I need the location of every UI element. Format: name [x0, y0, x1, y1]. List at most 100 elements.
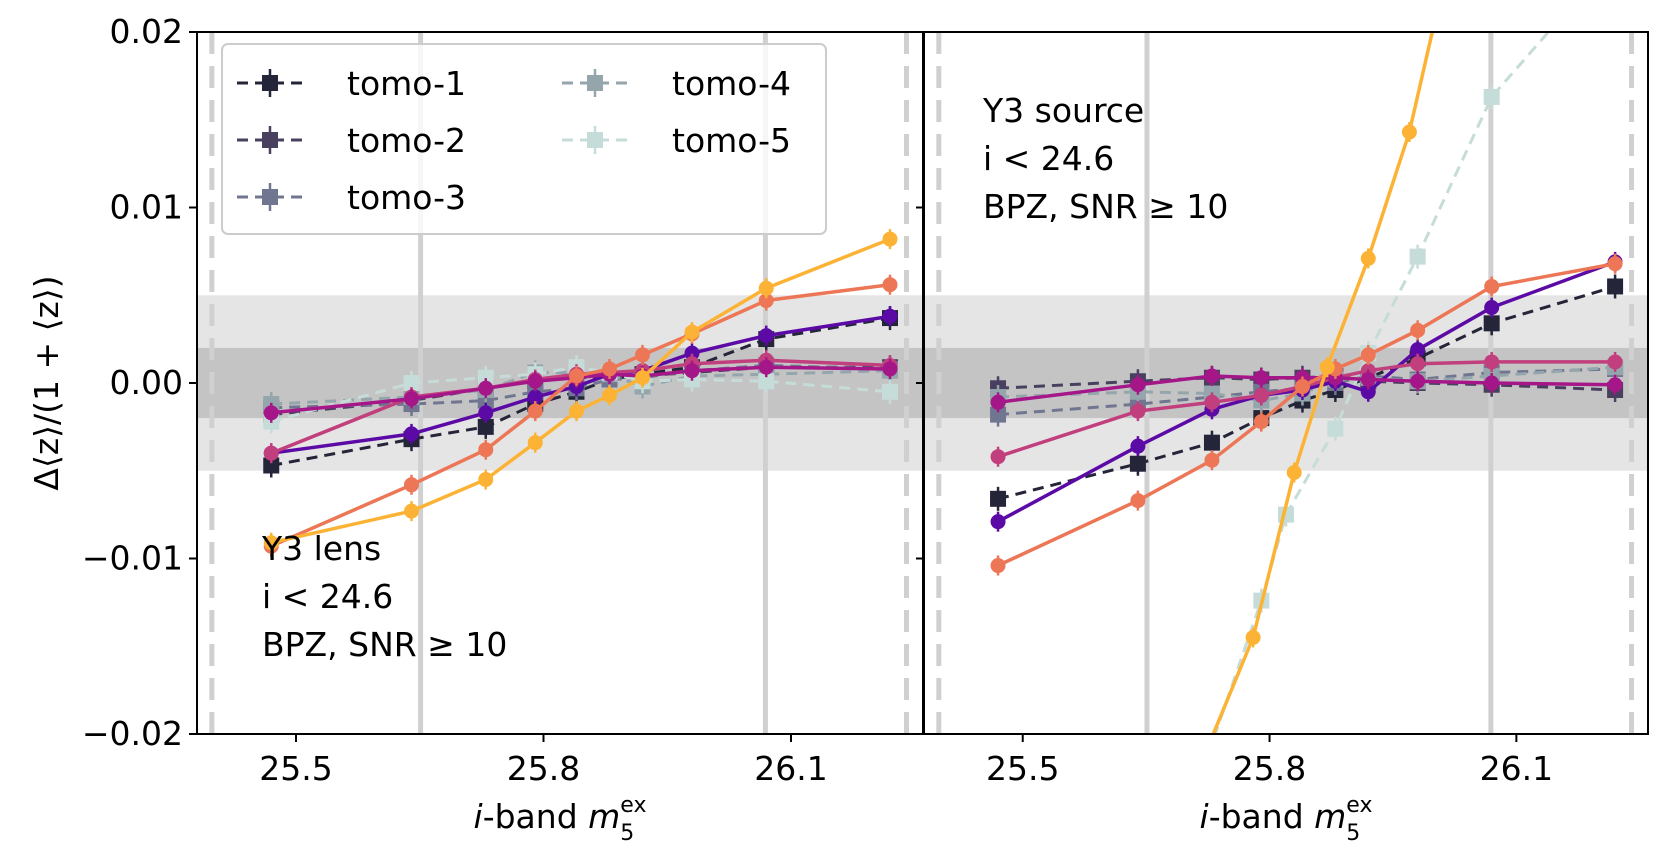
data-point-solid-3 — [1253, 370, 1269, 386]
x-title-prefix: i — [1200, 797, 1209, 836]
source-annotation-line2: i < 24.6 — [983, 139, 1114, 178]
panel-lens-background — [197, 32, 923, 734]
data-point-tomo-1 — [1483, 315, 1500, 332]
y-tick-label: 0.02 — [110, 12, 183, 51]
data-point-solid-3 — [1410, 373, 1426, 389]
data-point-solid-1 — [527, 389, 543, 405]
data-point-solid-1 — [990, 514, 1006, 530]
legend-label: tomo-5 — [672, 121, 791, 160]
data-point-solid-5 — [527, 435, 543, 451]
data-point-solid-2 — [1204, 394, 1220, 410]
series-line-tomo-1 — [270, 316, 891, 467]
x-tick-label: 26.1 — [754, 749, 827, 788]
legend-label: tomo-3 — [347, 178, 466, 217]
data-point-solid-3 — [1360, 371, 1376, 387]
data-point-tomo-3 — [990, 406, 1007, 423]
data-point-tomo-5 — [882, 383, 898, 400]
data-point-solid-4 — [1484, 278, 1500, 294]
data-point-solid-1 — [478, 405, 494, 421]
data-point-solid-3 — [404, 391, 419, 407]
x-tick-label: 26.1 — [1480, 749, 1553, 788]
data-point-solid-4 — [478, 442, 494, 458]
data-point-tomo-5 — [1327, 420, 1344, 437]
legend-swatch-marker — [587, 75, 603, 91]
data-point-solid-3 — [990, 394, 1006, 410]
data-point-solid-4 — [1294, 379, 1310, 395]
legend-label: tomo-1 — [347, 64, 466, 103]
data-point-solid-3 — [1130, 377, 1146, 393]
data-point-solid-4 — [404, 477, 419, 493]
data-point-tomo-5 — [758, 373, 775, 390]
legend-item-tomo-2: tomo-2 — [237, 121, 466, 160]
data-point-solid-2 — [1607, 354, 1623, 370]
panel-source: 25.5 25.8 26.1 i-band m5 ex Y3 source i < 2… — [923, 0, 1649, 847]
y-tick-label: −0.02 — [82, 714, 183, 753]
panel-source-x-axis-title: i-band m5 ex — [1200, 793, 1373, 846]
data-point-solid-5 — [635, 370, 650, 386]
data-point-solid-1 — [1410, 342, 1426, 358]
legend-item-tomo-5: tomo-5 — [562, 121, 791, 160]
series-line-solid-1 — [270, 314, 891, 455]
data-point-solid-3 — [758, 359, 774, 375]
data-point-solid-4 — [1204, 452, 1220, 468]
x-tick-label: 25.8 — [1233, 749, 1306, 788]
data-point-solid-5 — [1245, 629, 1261, 645]
data-point-solid-3 — [684, 363, 700, 379]
data-point-tomo-5 — [1574, 0, 1590, 1]
x-tick-label: 25.8 — [507, 749, 580, 788]
panel-source-data — [990, 0, 1624, 847]
series-line-solid-1 — [997, 260, 1616, 524]
data-point-solid-3 — [1484, 375, 1500, 391]
data-point-solid-3 — [1607, 377, 1623, 393]
legend-label: tomo-4 — [672, 64, 791, 103]
legend-swatch-marker — [262, 132, 278, 148]
data-point-tomo-5 — [477, 369, 494, 386]
panel-lens-data — [263, 229, 898, 557]
data-point-solid-1 — [1130, 438, 1146, 454]
data-point-solid-3 — [1204, 368, 1220, 384]
panel-lens: 25.5 25.8 26.1 i-band m5 ex Y3 lens i < 24.… — [196, 31, 924, 846]
series-line-solid-3 — [271, 365, 891, 415]
data-point-solid-5 — [1319, 359, 1335, 375]
data-point-solid-1 — [1360, 384, 1376, 400]
data-point-solid-2 — [1130, 403, 1146, 419]
legend-swatch-marker — [262, 189, 278, 205]
data-point-solid-4 — [1360, 347, 1376, 363]
legend-swatch-marker — [587, 132, 603, 148]
data-point-solid-5 — [1286, 465, 1302, 481]
x-title-middle: -band — [483, 797, 588, 836]
data-point-solid-5 — [404, 503, 419, 519]
data-point-solid-2 — [1253, 387, 1269, 403]
data-point-solid-4 — [635, 347, 650, 363]
data-point-solid-4 — [990, 558, 1006, 574]
series-line-tomo-3 — [997, 367, 1616, 417]
data-point-solid-5 — [684, 324, 700, 340]
series-line-tomo-1 — [997, 285, 1616, 501]
data-point-solid-5 — [758, 280, 774, 296]
data-point-tomo-1 — [1129, 455, 1146, 472]
data-point-solid-4 — [1410, 322, 1426, 338]
lens-annotation-line1: Y3 lens — [261, 529, 381, 568]
data-point-solid-1 — [758, 328, 774, 344]
panel-lens-annotation: Y3 lens i < 24.6 BPZ, SNR ≥ 10 — [261, 529, 507, 664]
data-point-solid-4 — [882, 277, 898, 293]
y-axis-title: Δ⟨z⟩/(1 + ⟨z⟩) — [27, 275, 66, 490]
y-axis-ticks: 0.02 0.01 0.00 −0.01 −0.02 — [82, 12, 197, 753]
source-annotation-line3: BPZ, SNR ≥ 10 — [983, 187, 1228, 226]
data-point-tomo-5 — [403, 375, 420, 391]
legend-item-tomo-1: tomo-1 — [237, 64, 466, 103]
data-point-solid-4 — [569, 368, 584, 384]
data-point-solid-5 — [569, 403, 584, 419]
panel-source-annotation: Y3 source i < 24.6 BPZ, SNR ≥ 10 — [982, 91, 1228, 226]
data-point-tomo-5 — [1483, 88, 1500, 105]
data-point-tomo-5 — [1409, 248, 1426, 265]
series-line-solid-4 — [997, 261, 1616, 568]
data-point-solid-1 — [684, 345, 700, 361]
lens-annotation-line2: i < 24.6 — [262, 577, 393, 616]
data-point-solid-1 — [404, 426, 419, 442]
series-line-solid-4 — [270, 282, 891, 548]
x-title-var: m — [588, 797, 620, 836]
data-point-tomo-5 — [1171, 831, 1187, 847]
data-point-solid-4 — [1130, 493, 1146, 509]
x-tick-label: 25.5 — [986, 749, 1059, 788]
